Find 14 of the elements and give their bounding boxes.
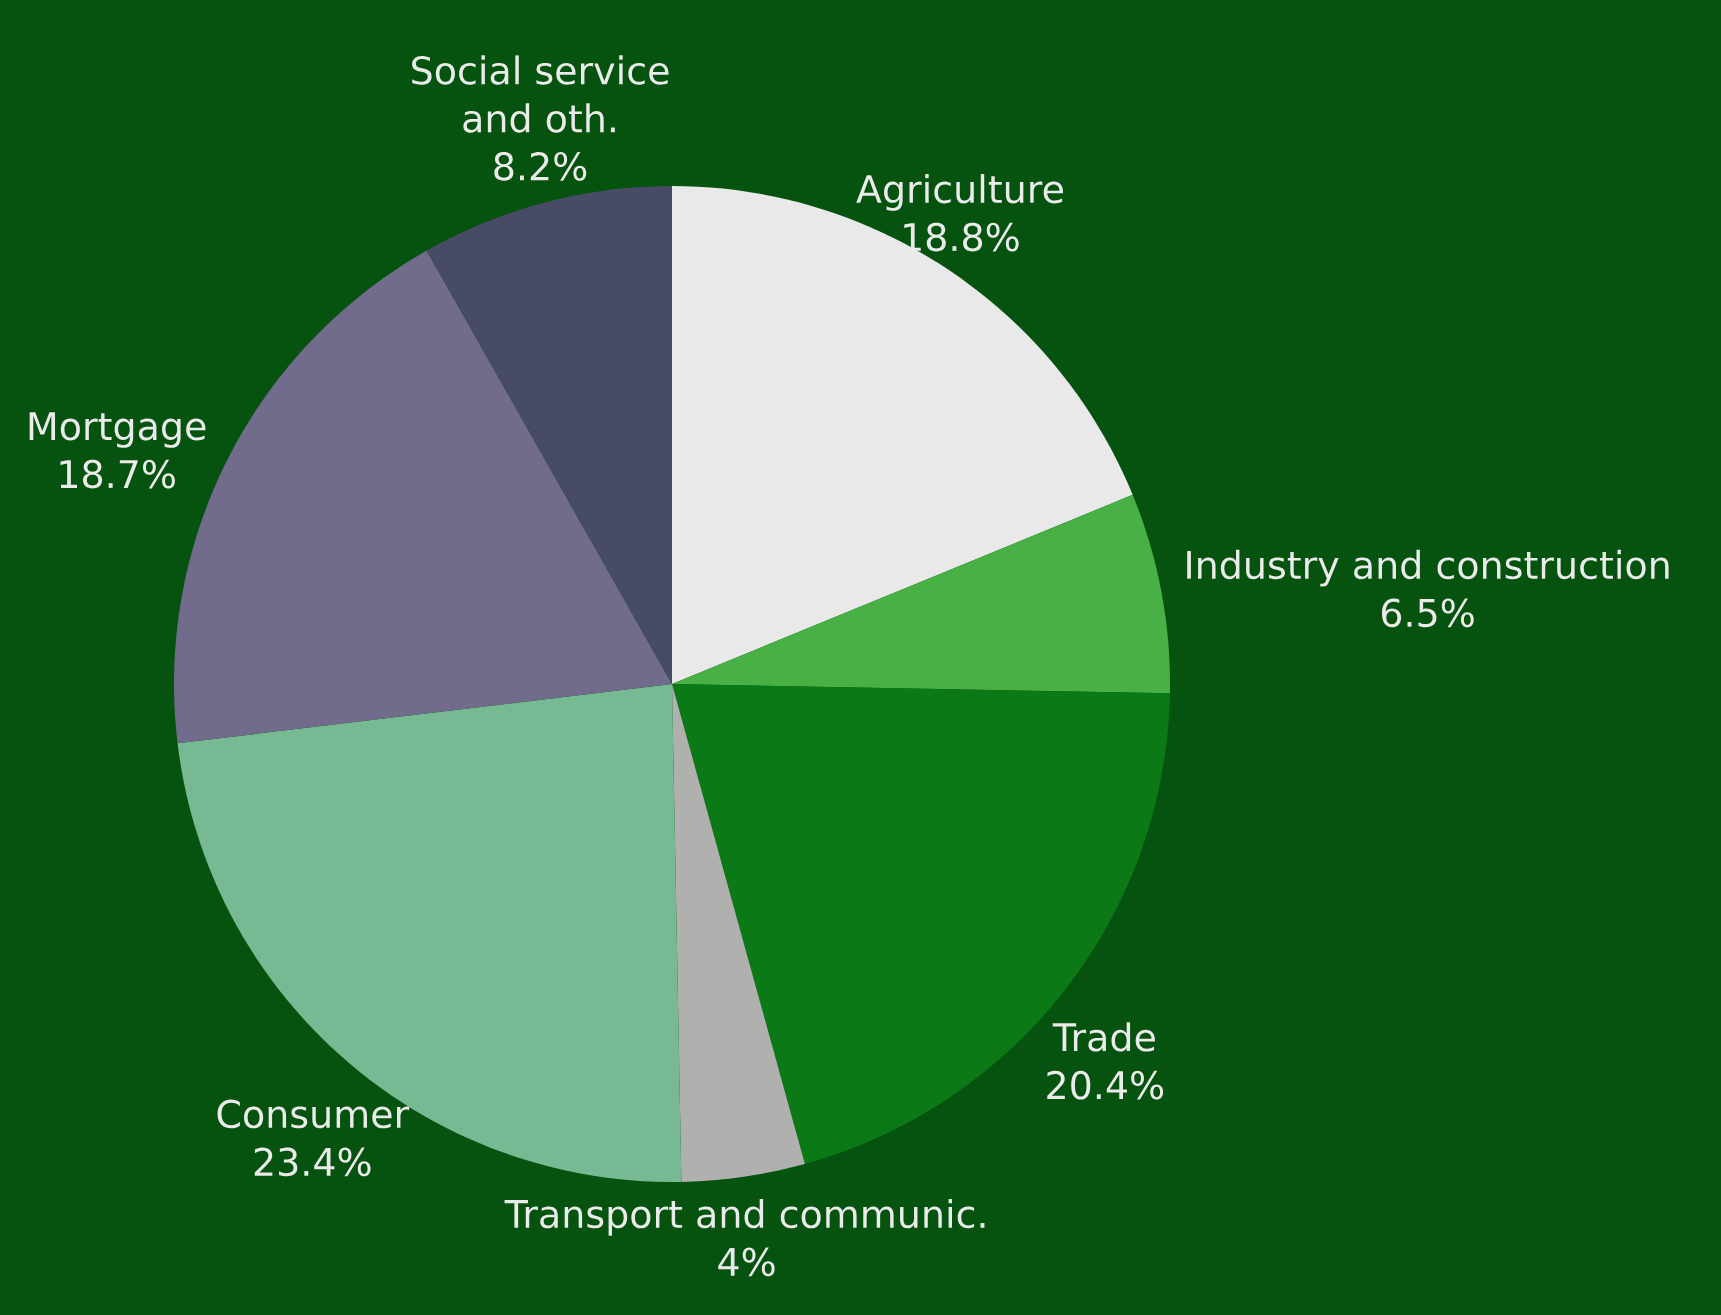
slice-label: Transport and communic. xyxy=(504,1198,985,1236)
data-label: 18.7% xyxy=(60,459,175,489)
data-label: 20.4% xyxy=(1047,1070,1164,1100)
slice-label: Industry and construction xyxy=(1187,549,1669,587)
data-label: 8.2% xyxy=(494,152,587,181)
slice-label: Agriculture xyxy=(856,174,1063,211)
data-label: 23.4% xyxy=(254,1147,371,1177)
data-label: 18.8% xyxy=(904,222,1019,252)
data-label: 4% xyxy=(718,1247,775,1277)
slice-label: Social service and oth. xyxy=(412,55,669,133)
slice-label: Mortgage xyxy=(29,412,206,448)
slice-label: Consumer xyxy=(217,1099,410,1129)
slice-label: Trade xyxy=(1052,1022,1155,1052)
data-label: 6.5% xyxy=(1381,598,1474,628)
